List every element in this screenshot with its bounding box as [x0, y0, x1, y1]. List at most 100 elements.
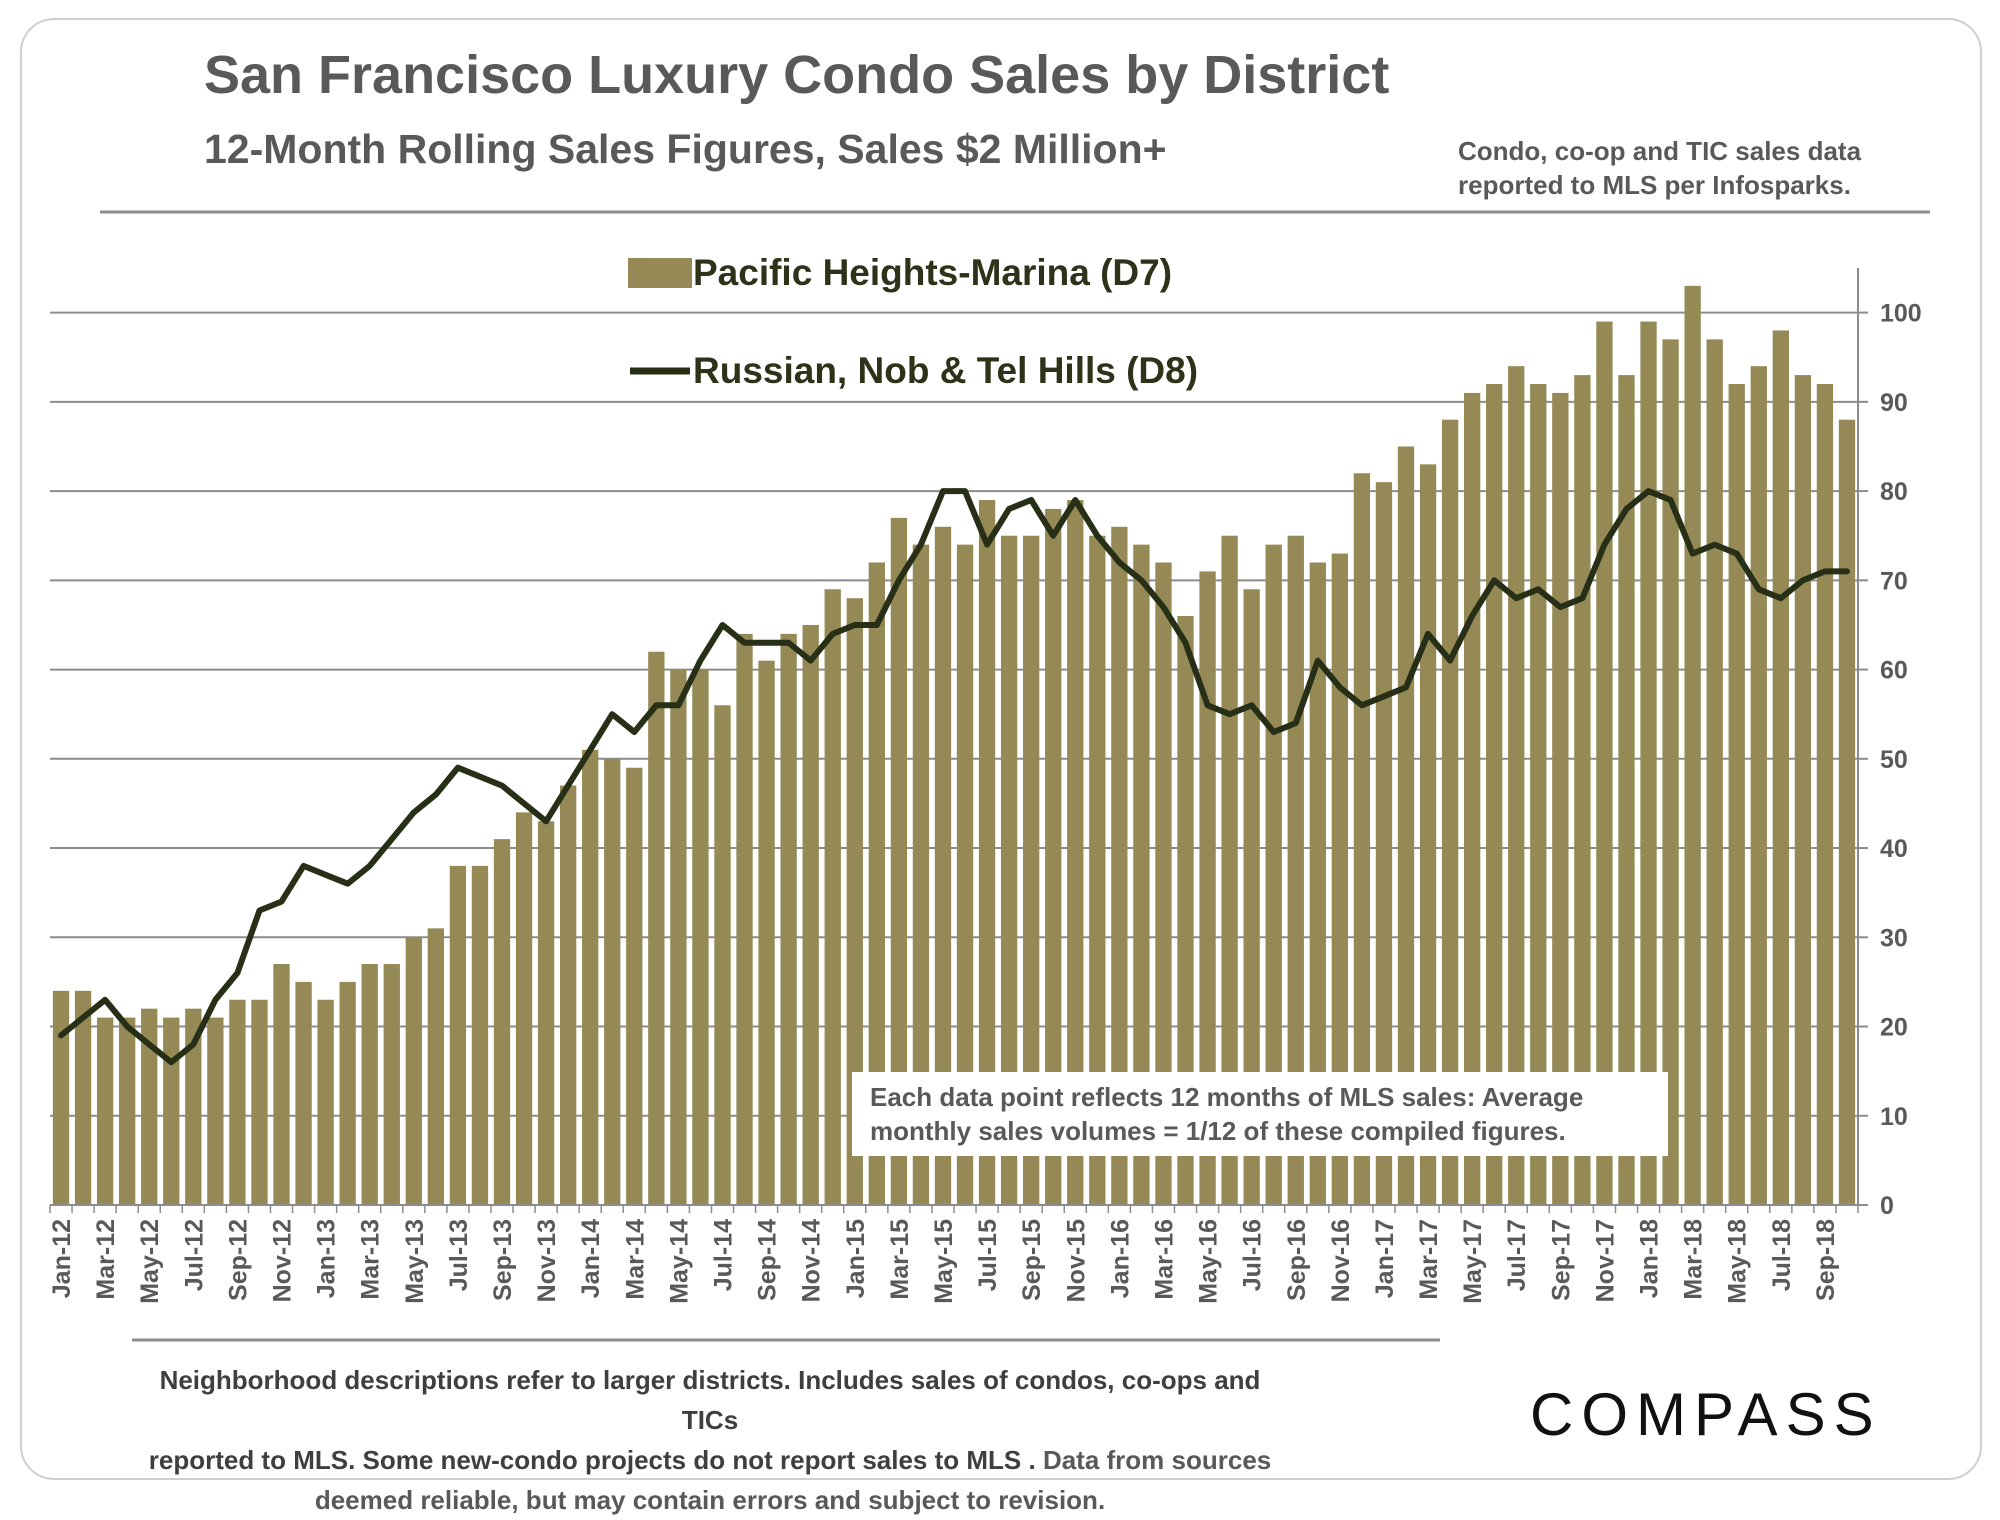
bar-Feb-12 [74, 990, 92, 1205]
bar-Apr-13 [383, 964, 400, 1205]
y-tick-label-40: 40 [1880, 835, 1908, 863]
x-tick-label-Jul-13: Jul-13 [445, 1219, 473, 1291]
x-tick-label-Jul-17: Jul-17 [1503, 1219, 1531, 1291]
bar-Jan-14 [582, 749, 599, 1205]
line-point-Jul-17 [1515, 597, 1517, 599]
line-point-Jun-18 [1758, 588, 1760, 590]
x-tick-label-May-18: May-18 [1724, 1219, 1752, 1304]
line-point-Oct-17 [1581, 597, 1583, 599]
bar-Nov-15 [1067, 500, 1084, 1205]
line-point-Feb-16 [1140, 579, 1142, 581]
bar-Sep-14 [758, 660, 775, 1205]
x-tick-label-Jul-14: Jul-14 [709, 1219, 737, 1291]
x-tick-label-Mar-14: Mar-14 [621, 1219, 649, 1300]
line-point-Nov-17 [1603, 544, 1605, 546]
bar-Mar-13 [361, 964, 378, 1205]
bar-Dec-16 [1353, 473, 1371, 1205]
bar-Oct-16 [1309, 562, 1326, 1205]
bar-Oct-14 [780, 633, 797, 1205]
line-series [58, 488, 1850, 1066]
bar-Aug-12 [207, 1017, 224, 1205]
bar-Sep-12 [229, 999, 246, 1205]
x-tick-label-Mar-16: Mar-16 [1150, 1219, 1178, 1300]
footer-line-1: Neighborhood descriptions refer to large… [159, 1365, 1261, 1435]
line-point-Aug-13 [479, 776, 481, 778]
line-point-Jul-13 [457, 767, 459, 769]
bar-Jun-16 [1221, 535, 1238, 1205]
bar-Apr-15 [912, 544, 930, 1205]
x-tick-label-Sep-12: Sep-12 [224, 1219, 252, 1301]
line-point-Jan-14 [589, 749, 591, 751]
line-point-Dec-17 [1625, 508, 1627, 510]
line-point-Sep-18 [1824, 570, 1826, 572]
x-tick-label-May-14: May-14 [665, 1219, 693, 1304]
line-point-Apr-15 [920, 544, 922, 546]
bar-Dec-13 [559, 785, 577, 1205]
bar-Nov-14 [802, 624, 819, 1205]
x-tick-label-Jan-18: Jan-18 [1636, 1219, 1664, 1298]
x-tick-label-Jan-17: Jan-17 [1371, 1219, 1399, 1298]
x-tick-label-Jul-18: Jul-18 [1768, 1219, 1796, 1291]
x-tick-label-Sep-13: Sep-13 [489, 1219, 517, 1301]
line-point-Sep-12 [236, 972, 238, 974]
footer-line-2-light: Data from sources [1042, 1445, 1272, 1475]
line-point-Dec-16 [1361, 704, 1363, 706]
line-point-Feb-12 [82, 1017, 84, 1019]
axes: 0 10 20 30 40 50 60 70 80 90 100 Jan-12 Mar-12 May-12… [48, 268, 1922, 1304]
bar-Nov-12 [273, 964, 290, 1205]
x-tick-label-Nov-12: Nov-12 [269, 1219, 297, 1302]
bar-Aug-15 [1000, 535, 1018, 1205]
bar-Nov-13 [537, 821, 555, 1205]
x-tick-label-Mar-13: Mar-13 [357, 1219, 385, 1300]
annotation-background [852, 1072, 1668, 1156]
bar-Apr-18 [1706, 339, 1723, 1205]
bar-Jan-12 [52, 990, 70, 1205]
annotation-line-1: Each data point reflects 12 months of ML… [870, 1082, 1583, 1112]
x-tick-label-Jan-12: Jan-12 [48, 1219, 76, 1298]
bar-Mar-18 [1684, 285, 1701, 1205]
x-tick-label-May-15: May-15 [930, 1219, 958, 1304]
y-tick-label-70: 70 [1880, 567, 1908, 595]
x-tick-label-Nov-15: Nov-15 [1062, 1219, 1090, 1302]
line-point-Aug-15 [1008, 508, 1010, 510]
x-tick-label-Mar-17: Mar-17 [1415, 1219, 1443, 1300]
y-tick-label-10: 10 [1880, 1103, 1908, 1131]
x-tick-label-May-13: May-13 [401, 1219, 429, 1304]
line-point-Jun-13 [435, 794, 437, 796]
line-point-Mar-16 [1162, 606, 1164, 608]
bar-Feb-16 [1133, 544, 1150, 1205]
bar-Mar-15 [890, 517, 908, 1205]
bar-Feb-15 [868, 562, 885, 1205]
bar-Sep-17 [1552, 392, 1569, 1205]
line-point-May-12 [148, 1043, 150, 1045]
line-point-Mar-17 [1427, 633, 1429, 635]
bar-May-13 [405, 937, 422, 1205]
line-point-Apr-13 [391, 838, 393, 840]
bar-May-15 [934, 526, 952, 1205]
line-point-Sep-17 [1559, 606, 1561, 608]
x-tick-label-Jan-16: Jan-16 [1106, 1219, 1134, 1298]
bar-Jun-15 [956, 544, 974, 1205]
line-point-Sep-15 [1030, 499, 1032, 501]
line-point-Apr-18 [1714, 544, 1716, 546]
bar-May-12 [141, 1008, 158, 1205]
line-point-Nov-12 [281, 901, 283, 903]
line-point-Dec-15 [1096, 535, 1098, 537]
line-point-Mar-14 [633, 731, 635, 733]
line-point-May-15 [942, 490, 944, 492]
line-point-Feb-18 [1670, 499, 1672, 501]
x-tick-label-Jan-14: Jan-14 [577, 1219, 605, 1298]
annotation-box: Each data point reflects 12 months of ML… [852, 1072, 1668, 1156]
bar-Sep-18 [1816, 384, 1834, 1205]
bar-Dec-12 [295, 981, 312, 1205]
bar-Feb-17 [1397, 446, 1415, 1205]
bar-Jan-18 [1640, 321, 1657, 1205]
line-point-Oct-12 [258, 910, 260, 912]
x-tick-label-May-16: May-16 [1195, 1219, 1223, 1304]
bar-May-17 [1463, 392, 1481, 1205]
line-point-Mar-12 [104, 999, 106, 1001]
line-point-Sep-13 [501, 785, 503, 787]
y-tick-label-100: 100 [1880, 300, 1922, 328]
chart-title: San Francisco Luxury Condo Sales by Dist… [204, 45, 1390, 105]
line-point-Jul-14 [721, 624, 723, 626]
